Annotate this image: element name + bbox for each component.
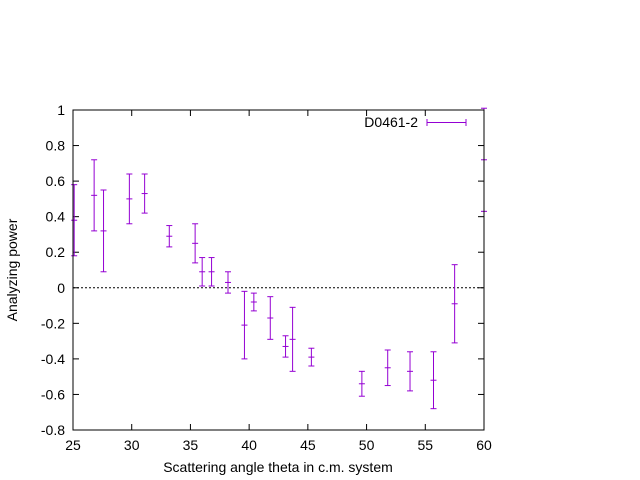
data-point [126,173,133,225]
data-point [289,306,296,372]
data-point [208,257,215,287]
data-point [430,351,437,410]
plot-frame [72,109,485,431]
data-point [166,225,173,248]
x-tick-label: 60 [476,437,492,453]
data-point [358,370,365,397]
data-point [225,271,232,294]
legend-label: D0461-2 [364,114,418,130]
data-point [192,223,199,264]
data-point [308,347,315,367]
data-point [250,292,257,312]
data-point [384,349,391,387]
y-axis-title: Analyzing power [4,218,20,321]
data-point [71,184,78,257]
data-point [100,189,107,273]
y-tick-label: -0.6 [41,386,65,402]
x-tick-label: 35 [183,437,199,453]
data-point [199,257,206,287]
y-tick-label: 0.2 [46,244,66,260]
y-tick-label: 0.4 [46,209,66,225]
y-tick-label: -0.4 [41,351,65,367]
y-tick-label: 0.8 [46,138,66,154]
x-tick-label: 25 [65,437,81,453]
x-tick-label: 50 [359,437,375,453]
data-point [267,296,274,340]
data-point [282,335,289,358]
y-tick-label: 0 [57,280,65,296]
x-tick-label: 55 [417,437,433,453]
data-point [451,264,458,344]
x-tick-label: 30 [124,437,140,453]
data-point [141,173,148,214]
x-tick-label: 40 [241,437,257,453]
x-tick-label: 45 [300,437,316,453]
ticks-layer: 25 30 35 40 45 50 55 60 -0.8 -0.6 -0.4 -0.2 0 0.2 0.4 0… [41,102,492,453]
x-axis-title: Scattering angle theta in c.m. system [163,459,393,475]
legend: D0461-2 [364,114,467,130]
data-point [407,351,414,392]
y-tick-label: 0.6 [46,173,66,189]
y-tick-label: 1 [57,102,65,118]
y-tick-label: -0.8 [41,422,65,438]
data-point [241,290,248,360]
y-tick-label: -0.2 [41,315,65,331]
data-point [91,159,98,232]
